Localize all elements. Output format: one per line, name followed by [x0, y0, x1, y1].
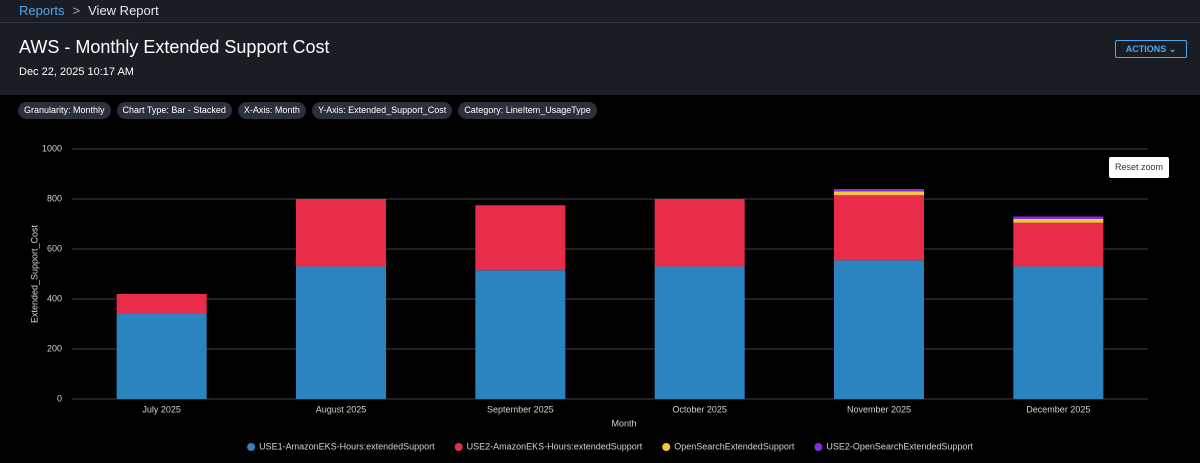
bar-segment	[655, 199, 745, 267]
bar-segment	[296, 267, 386, 400]
legend-marker	[662, 443, 670, 451]
y-tick-label: 800	[47, 193, 62, 203]
chart: Extended_Support_Cost Month 0 200 400 600 80…	[0, 95, 1200, 463]
actions-label: ACTIONS	[1126, 44, 1167, 54]
y-tick-label: 1000	[42, 143, 62, 153]
legend: USE1-AmazonEKS-Hours:extendedSupport USE2…	[247, 441, 973, 451]
timestamp: Dec 22, 2025 10:17 AM	[19, 66, 134, 78]
filter-chip: Y-Axis: Extended_Support_Cost	[312, 102, 452, 119]
separator: >	[73, 3, 81, 18]
legend-marker	[814, 443, 822, 451]
x-tick-label: July 2025	[142, 404, 181, 414]
reset-zoom-button[interactable]: Reset zoom	[1109, 157, 1169, 178]
bar-segment	[1013, 223, 1103, 267]
x-tick-label: November 2025	[847, 404, 911, 414]
y-tick-label: 600	[47, 243, 62, 253]
bar-segment	[117, 314, 207, 399]
bar-segment	[834, 260, 924, 399]
x-axis-label: Month	[611, 418, 636, 428]
bar-segment	[1013, 267, 1103, 400]
y-tick-label: 0	[57, 393, 62, 403]
x-tick-label: August 2025	[316, 404, 367, 414]
legend-label: OpenSearchExtendedSupport	[674, 441, 795, 451]
legend-label: USE2-AmazonEKS-Hours:extendedSupport	[467, 441, 643, 451]
y-axis-label: Extended_Support_Cost	[29, 224, 39, 323]
bar-segment	[834, 192, 924, 196]
legend-marker	[247, 443, 255, 451]
bar-segment	[834, 195, 924, 260]
bar-segment	[1013, 217, 1103, 220]
bar-segment	[834, 189, 924, 192]
bar-segment	[475, 205, 565, 270]
legend-label: USE1-AmazonEKS-Hours:extendedSupport	[259, 441, 435, 451]
x-tick-label: December 2025	[1026, 404, 1090, 414]
x-tick-label: October 2025	[672, 404, 727, 414]
actions-button[interactable]: ACTIONS ⌄	[1115, 40, 1187, 58]
breadcrumb-current: View Report	[88, 3, 159, 18]
bar-segment	[655, 267, 745, 400]
filter-chip: Category: LineItem_UsageType	[458, 102, 597, 119]
title: AWS - Monthly Extended Support Cost	[19, 37, 329, 58]
bar-segment	[1013, 219, 1103, 223]
filter-chip: Granularity: Monthly	[18, 102, 111, 119]
bar-segment	[296, 199, 386, 267]
y-tick-label: 200	[47, 343, 62, 353]
header: AWS - Monthly Extended Support Cost Dec …	[0, 23, 1200, 93]
filter-chips: Granularity: Monthly Chart Type: Bar - St…	[18, 102, 597, 119]
legend-marker	[455, 443, 463, 451]
bar-segment	[475, 270, 565, 399]
breadcrumb: Reports > View Report	[0, 0, 1200, 23]
bar-segment	[117, 294, 207, 314]
filter-chip: X-Axis: Month	[238, 102, 306, 119]
x-tick-label: September 2025	[487, 404, 554, 414]
breadcrumb-link[interactable]: Reports	[19, 3, 65, 18]
legend-label: USE2-OpenSearchExtendedSupport	[826, 441, 973, 451]
filter-chip: Chart Type: Bar - Stacked	[117, 102, 232, 119]
y-tick-label: 400	[47, 293, 62, 303]
chart-panel: Extended_Support_Cost Month 0 200 400 600 80…	[0, 95, 1200, 463]
